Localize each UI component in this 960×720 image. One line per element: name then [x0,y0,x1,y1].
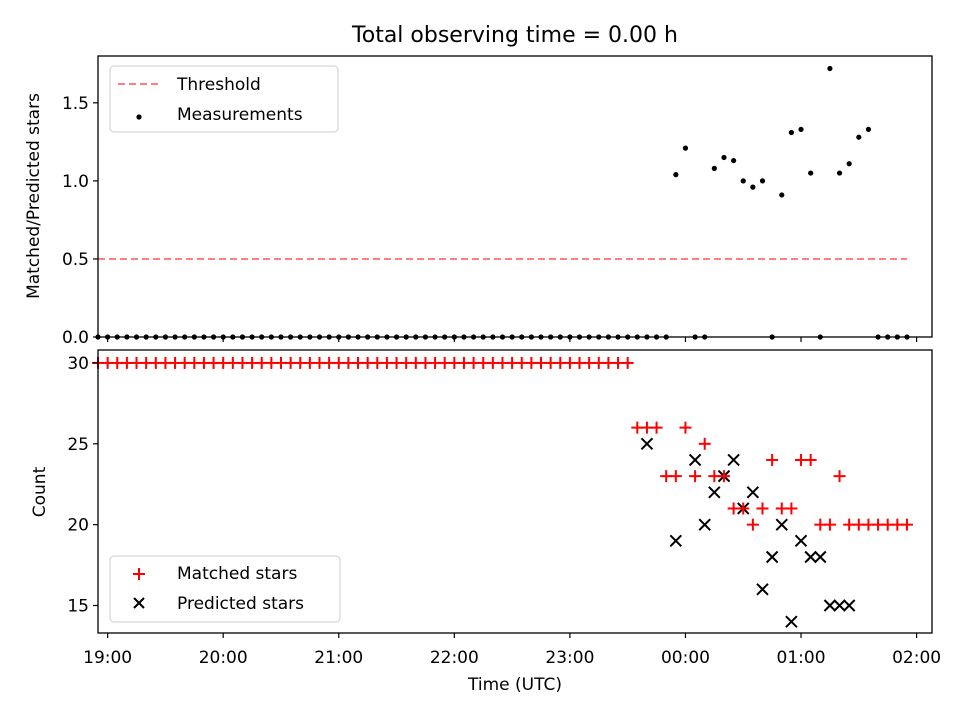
x-axis-label: Time (UTC) [467,675,562,695]
predicted-point [688,453,702,467]
x-tick-label: 20:00 [199,648,248,668]
matched-point [833,470,846,483]
top-y-tick-label: 0.0 [62,328,89,348]
measurement-point [846,161,852,167]
legend-matched-swatch [133,568,145,580]
x-tick-label: 19:00 [83,648,132,668]
matched-point [746,518,759,531]
predicted-point [765,550,779,564]
matched-point [804,453,817,466]
legend-measurements-swatch [136,114,142,120]
predicted-point [708,486,721,499]
matched-point [621,356,634,369]
predicted-point [823,599,837,612]
measurement-point [731,157,737,164]
top-panel: 0.0 0.5 1.0 1.5 Matched/Predicted stars Thr… [24,55,933,348]
matched-point [756,502,769,515]
top-y-tick-label: 1.0 [62,172,89,192]
bottom-y-tick-label: 15 [67,597,89,617]
top-legend: Threshold Measurements [109,65,339,133]
x-tick-label: 02:00 [892,648,941,668]
top-y-tick-label: 0.5 [62,250,89,270]
measurement-point [682,145,689,151]
x-tick-label: 22:00 [430,648,479,668]
measurement-point [711,165,717,171]
predicted-point [785,615,798,628]
chart-title: Total observing time = 0.00 h [351,23,678,48]
bottom-y-axis-label: Count [30,466,50,517]
predicted-point [669,534,683,548]
predicted-point [746,486,760,499]
measurement-point [865,126,872,132]
matched-point [717,470,730,483]
predicted-point [833,599,846,612]
measurement-point [759,178,766,184]
matched-point [698,437,711,450]
matched-point [679,421,692,434]
bottom-legend-frame [109,555,341,623]
bottom-y-tick-label: 25 [67,435,89,455]
bottom-legend: Matched stars Predicted stars [109,555,341,623]
measurement-point [779,192,785,198]
matched-point [766,453,779,466]
measurement-point [856,134,862,140]
predicted-point [640,437,654,451]
bottom-panel: 15 20 25 30 19:00 20:00 21:00 22:00 23:00 00:00 0… [30,349,941,695]
bottom-y-tick-label: 20 [67,516,89,536]
measurement-point [798,126,804,132]
top-panel-frame [97,55,933,338]
x-tick-label: 23:00 [545,648,594,668]
legend-threshold-label: Threshold [176,75,261,95]
top-legend-frame [109,65,339,133]
x-tick-label: 00:00 [661,648,710,668]
x-tick-label: 21:00 [314,648,363,668]
bottom-y-tick-label: 30 [67,354,89,374]
predicted-point [756,583,769,596]
measurement-point [673,172,679,178]
measurement-point [827,65,833,72]
matched-point [785,502,798,515]
measurement-point [740,178,746,184]
matched-point [823,518,836,531]
legend-predicted-swatch [133,597,145,609]
top-y-axis-label: Matched/Predicted stars [24,93,44,299]
matched-point [737,502,750,515]
predicted-point [775,518,788,531]
matched-point [650,421,663,434]
bottom-panel-frame [97,349,933,634]
measurement-point [836,170,843,176]
measurement-point [788,129,794,136]
measurement-point [808,170,814,176]
predicted-point [814,550,827,564]
predicted-point [727,453,740,467]
legend-matched-label: Matched stars [177,564,297,584]
predicted-point [842,599,856,612]
measurement-point [750,184,756,190]
legend-predicted-label: Predicted stars [177,594,304,614]
legend-measurements-label: Measurements [177,105,303,125]
matched-point [689,470,702,483]
x-tick-label: 01:00 [777,648,826,668]
predicted-point [794,534,808,548]
measurement-point [721,154,727,161]
predicted-point [698,518,711,531]
matched-point [900,518,913,531]
top-y-tick-label: 1.5 [62,94,89,114]
matched-point [669,470,682,483]
predicted-point [804,550,817,564]
